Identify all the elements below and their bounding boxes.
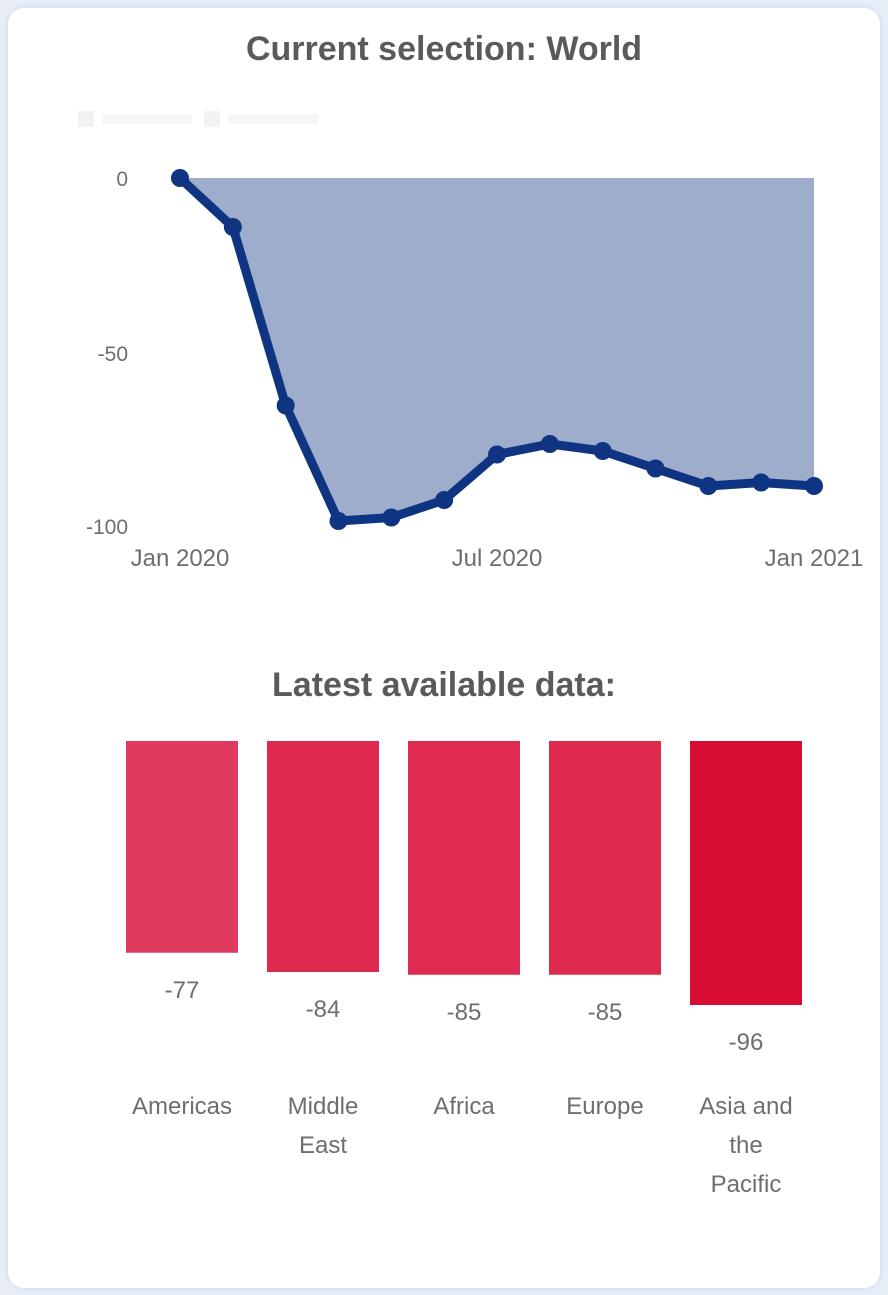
x-tick-label: Jan 2021 bbox=[765, 545, 864, 572]
area-fill bbox=[180, 178, 814, 521]
data-point-2020-06 bbox=[435, 491, 454, 509]
bar-value-label: -84 bbox=[306, 996, 341, 1023]
category-label: Middle bbox=[288, 1093, 359, 1120]
data-point-2020-07 bbox=[488, 445, 506, 464]
data-point-2020-12 bbox=[752, 473, 771, 492]
data-point-2020-02 bbox=[223, 218, 242, 236]
data-point-2021-01 bbox=[805, 477, 823, 495]
line-chart-title: Current selection: World bbox=[245, 30, 643, 68]
x-tick-label: Jan 2020 bbox=[131, 545, 230, 572]
bar-0 bbox=[126, 741, 238, 953]
category-label: East bbox=[299, 1132, 347, 1159]
bar-value-label: -96 bbox=[729, 1029, 764, 1056]
bar-value-label: -85 bbox=[447, 999, 482, 1026]
bar-2 bbox=[408, 741, 520, 975]
y-tick-label: -100 bbox=[86, 516, 128, 539]
bar-value-label: -85 bbox=[588, 999, 623, 1026]
bar-1 bbox=[267, 741, 379, 972]
x-tick-label: Jul 2020 bbox=[452, 545, 543, 572]
data-point-2020-03 bbox=[276, 396, 295, 415]
data-point-2020-05 bbox=[382, 508, 401, 527]
category-label: Europe bbox=[566, 1093, 643, 1120]
category-label: Pacific bbox=[711, 1171, 782, 1198]
category-label: the bbox=[729, 1132, 762, 1159]
bar-chart-title: Latest available data: bbox=[272, 666, 616, 704]
bar-3 bbox=[549, 741, 661, 975]
legend-swatch-2 bbox=[204, 110, 220, 127]
data-point-2020-08 bbox=[540, 435, 559, 453]
y-tick-label: 0 bbox=[116, 168, 128, 191]
bar-value-label: -77 bbox=[165, 977, 200, 1004]
bar-4 bbox=[690, 741, 802, 1005]
data-point-2020-01 bbox=[171, 169, 189, 187]
legend-label-2 bbox=[228, 113, 318, 124]
data-point-2020-11 bbox=[699, 477, 718, 495]
category-label: Asia and bbox=[699, 1093, 792, 1120]
data-point-2020-04 bbox=[329, 512, 348, 530]
category-label: Americas bbox=[132, 1093, 232, 1120]
data-point-2020-10 bbox=[646, 459, 665, 478]
legend-label bbox=[102, 113, 192, 124]
y-tick-label: -50 bbox=[98, 343, 128, 366]
legend-swatch bbox=[78, 110, 94, 127]
data-point-2020-09 bbox=[593, 442, 612, 460]
chart-legend bbox=[78, 110, 330, 136]
category-label: Africa bbox=[433, 1093, 495, 1120]
